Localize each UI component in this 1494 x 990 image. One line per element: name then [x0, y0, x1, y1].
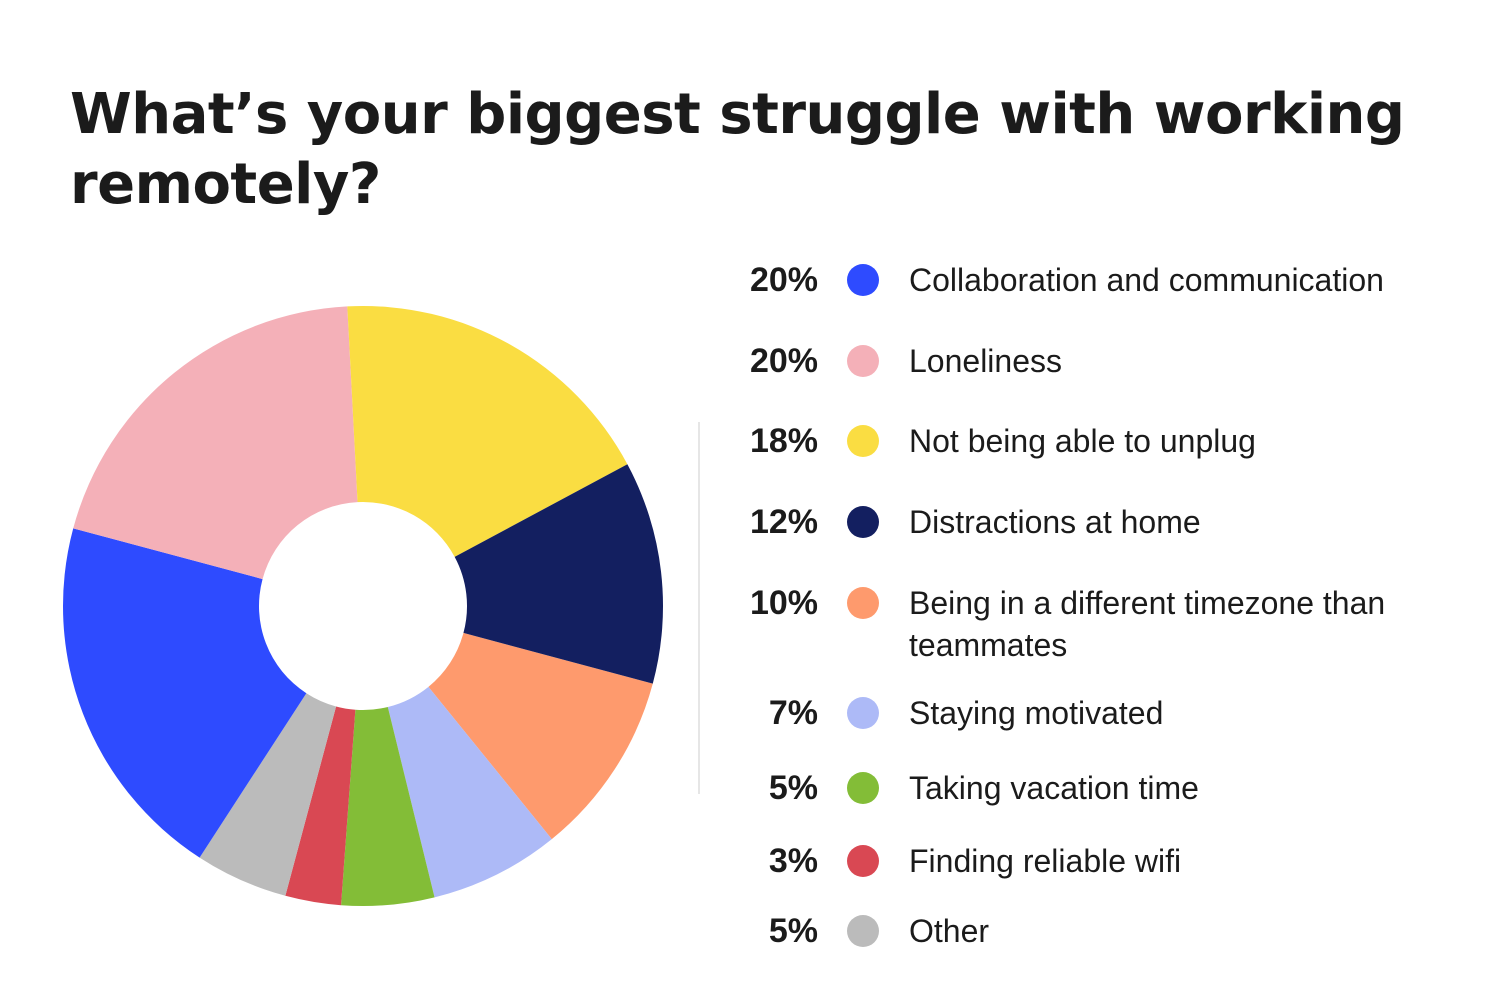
legend-value: 20%: [749, 261, 818, 299]
legend-label: Distractions at home: [909, 504, 1201, 540]
legend-swatch: [847, 506, 879, 538]
legend-label: Finding reliable wifi: [909, 843, 1182, 879]
chart-title: What’s your biggest struggle with workin…: [70, 82, 1405, 217]
slice-taking-vacation-time: [341, 706, 435, 906]
legend-value: 12%: [749, 503, 818, 541]
slice-loneliness: [73, 306, 358, 580]
donut-chart: [62, 306, 664, 906]
legend-label: Collaboration and communication: [909, 262, 1384, 298]
slice-finding-reliable-wifi: [285, 706, 356, 906]
legend-item-collaboration-and-communication: 20% Collaboration and communication: [700, 259, 1480, 339]
legend-swatch: [847, 345, 879, 377]
legend-swatch: [847, 264, 879, 296]
legend-label: Taking vacation time: [909, 770, 1199, 806]
legend-item-loneliness: 20% Loneliness: [700, 340, 1480, 420]
legend-label: Other: [909, 913, 990, 949]
legend-divider: [698, 422, 700, 794]
legend-value: 3%: [768, 842, 818, 880]
legend-value: 10%: [749, 584, 818, 622]
legend-value: 18%: [749, 422, 818, 460]
slice-not-being-able-to-unplug: [347, 306, 628, 557]
legend-item-taking-vacation-time: 5% Taking vacation time: [700, 767, 1480, 847]
legend-label: Staying motivated: [909, 695, 1164, 731]
slice-other: [199, 693, 337, 896]
legend-swatch: [847, 845, 879, 877]
legend-item-staying-motivated: 7% Staying motivated: [700, 692, 1480, 772]
legend-item-being-in-a-different-timezone-than-teammates: 10% Being in a different timezone than te…: [700, 582, 1480, 663]
legend-item-other: 5% Other: [700, 910, 1480, 990]
legend-swatch: [847, 772, 879, 804]
legend-swatch: [847, 915, 879, 947]
legend-label: Loneliness: [909, 343, 1062, 379]
slice-distractions-at-home: [454, 464, 664, 684]
legend-value: 5%: [768, 769, 818, 807]
legend-swatch: [847, 697, 879, 729]
legend-value: 20%: [749, 342, 818, 380]
legend-value: 7%: [768, 694, 818, 732]
slice-collaboration-and-communication: [62, 528, 307, 858]
legend-label: Being in a different timezone than teamm…: [909, 585, 1386, 663]
legend-swatch: [847, 425, 879, 457]
slice-being-in-a-different-timezone-than-teammates: [428, 632, 653, 840]
legend-value: 5%: [768, 912, 818, 950]
legend-label: Not being able to unplug: [909, 423, 1256, 459]
legend-swatch: [847, 587, 879, 619]
legend-item-not-being-able-to-unplug: 18% Not being able to unplug: [700, 420, 1480, 500]
slice-staying-motivated: [387, 686, 552, 898]
legend-item-finding-reliable-wifi: 3% Finding reliable wifi: [700, 840, 1480, 920]
legend-item-distractions-at-home: 12% Distractions at home: [700, 501, 1480, 581]
